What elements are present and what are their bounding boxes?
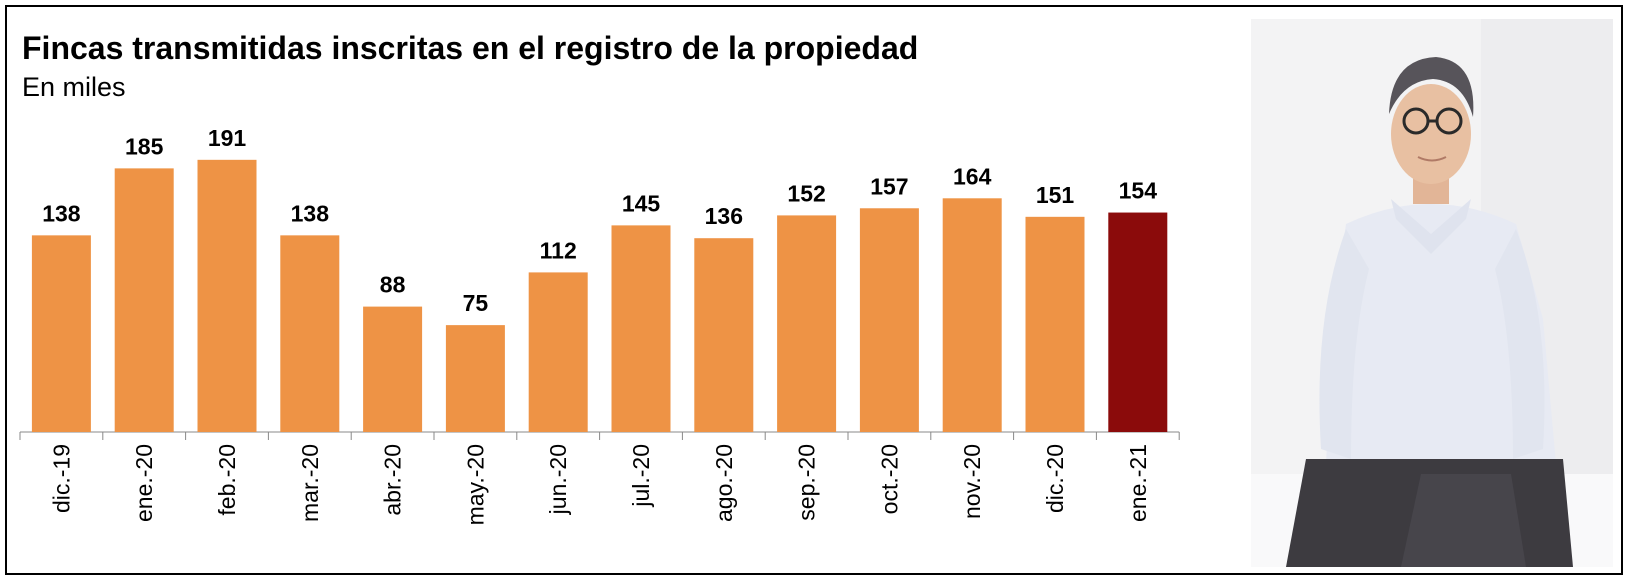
chart-subtitle: En miles [22,72,126,102]
bar-1 [114,168,174,432]
value-label-10: 157 [870,173,908,199]
bar-2 [197,159,257,432]
bar-3 [280,235,340,432]
bar-7 [611,225,671,432]
bar-10 [859,208,919,432]
bar-11 [942,198,1002,432]
bar-0 [31,235,91,432]
category-label-8: ago.-20 [711,444,737,522]
portrait-photo-icon [1251,19,1613,567]
bar-13 [1108,212,1168,432]
bar-6 [528,272,588,432]
category-label-0: dic.-19 [48,444,74,513]
value-label-3: 138 [291,200,330,226]
category-label-3: mar.-20 [297,444,323,522]
category-label-1: ene.-20 [131,444,157,522]
category-label-12: dic.-20 [1042,444,1068,513]
category-label-9: sep.-20 [794,444,820,521]
value-label-4: 88 [380,272,406,298]
portrait-photo [1251,19,1613,567]
value-label-6: 112 [540,237,577,263]
value-label-9: 152 [787,180,825,206]
value-label-8: 136 [705,203,743,229]
chart-title: Fincas transmitidas inscritas en el regi… [22,30,919,66]
value-label-5: 75 [463,290,489,316]
bar-9 [777,215,837,432]
category-label-5: may.-20 [462,444,488,525]
category-label-2: feb.-20 [214,444,240,516]
category-label-7: jul.-20 [628,444,654,508]
category-label-10: oct.-20 [876,444,902,514]
bar-12 [1025,216,1085,432]
value-label-12: 151 [1036,182,1075,208]
bar-5 [445,325,505,432]
category-label-13: ene.-21 [1125,444,1151,522]
bar-8 [694,238,754,432]
value-label-0: 138 [42,200,81,226]
value-label-1: 185 [125,133,164,159]
category-label-11: nov.-20 [959,444,985,519]
value-label-2: 191 [208,125,247,151]
bar-4 [363,306,423,432]
value-label-13: 154 [1119,178,1158,204]
bar-chart: 138 dic.-19 185 ene.-20 191 feb.-20 138 mar.-20… [19,125,1180,525]
category-label-4: abr.-20 [380,444,406,516]
category-label-6: jun.-20 [545,444,571,515]
value-label-7: 145 [622,190,661,216]
value-label-11: 164 [953,163,992,189]
